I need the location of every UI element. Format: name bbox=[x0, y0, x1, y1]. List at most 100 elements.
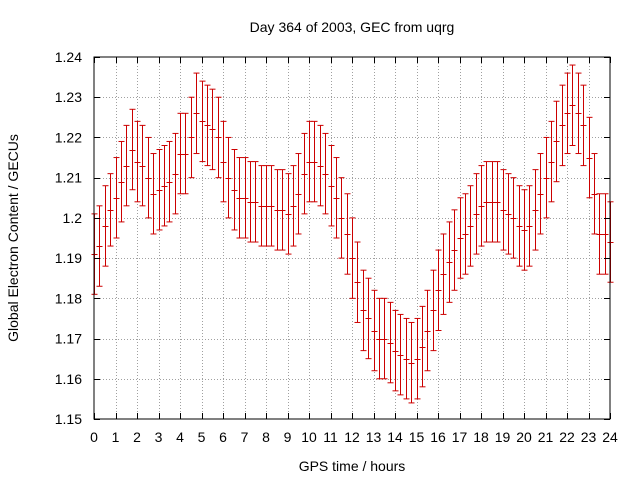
x-tick-label: 19 bbox=[495, 429, 511, 445]
error-bar bbox=[156, 149, 163, 231]
x-tick-label: 1 bbox=[112, 429, 120, 445]
error-bar bbox=[311, 120, 318, 203]
y-axis-label: Global Electron Content / GECUs bbox=[5, 134, 21, 342]
error-bar bbox=[473, 173, 480, 255]
y-tick-label: 1.16 bbox=[55, 371, 82, 387]
axis-ticks bbox=[94, 57, 611, 420]
error-bar bbox=[510, 177, 517, 259]
error-bar bbox=[317, 124, 324, 207]
error-bar bbox=[381, 297, 388, 380]
x-tick-label: 16 bbox=[430, 429, 446, 445]
x-tick-label: 15 bbox=[409, 429, 425, 445]
error-bar bbox=[258, 165, 265, 247]
x-tick-label: 21 bbox=[538, 429, 554, 445]
y-tick-label: 1.21 bbox=[55, 170, 82, 186]
error-bar bbox=[387, 301, 394, 384]
error-bar bbox=[483, 161, 490, 243]
error-bar bbox=[602, 193, 609, 275]
y-tick-label: 1.22 bbox=[55, 129, 82, 145]
y-tick-label: 1.15 bbox=[55, 411, 82, 427]
error-bar bbox=[285, 173, 292, 255]
error-bar bbox=[344, 193, 351, 275]
error-bar bbox=[102, 185, 109, 267]
error-bar bbox=[145, 136, 152, 219]
error-bar bbox=[161, 144, 168, 227]
error-bar bbox=[118, 140, 125, 223]
error-bar bbox=[440, 233, 447, 315]
error-bar bbox=[435, 249, 442, 332]
y-tick-label: 1.17 bbox=[55, 331, 82, 347]
error-bar bbox=[397, 313, 404, 396]
error-bar bbox=[209, 88, 216, 171]
error-bar bbox=[134, 120, 141, 203]
error-bar bbox=[446, 221, 453, 303]
error-bar bbox=[376, 297, 383, 380]
error-bar bbox=[242, 157, 249, 239]
x-tick-label: 22 bbox=[559, 429, 575, 445]
x-tick-label: 18 bbox=[473, 429, 489, 445]
chart-title: Day 364 of 2003, GEC from uqrg bbox=[250, 19, 455, 35]
error-bar bbox=[467, 185, 474, 267]
error-bar bbox=[553, 100, 560, 183]
error-bars bbox=[91, 64, 614, 404]
error-bar bbox=[129, 108, 136, 191]
error-bar bbox=[489, 161, 496, 243]
x-tick-label: 12 bbox=[344, 429, 360, 445]
x-tick-label: 10 bbox=[301, 429, 317, 445]
error-bar bbox=[231, 149, 238, 231]
y-tick-label: 1.18 bbox=[55, 290, 82, 306]
error-bar bbox=[193, 72, 200, 155]
error-bar bbox=[430, 269, 437, 352]
error-bar bbox=[225, 136, 232, 219]
x-tick-label: 6 bbox=[219, 429, 227, 445]
x-tick-label: 24 bbox=[602, 429, 618, 445]
error-bar bbox=[419, 305, 426, 388]
error-bar bbox=[349, 217, 356, 299]
error-bar bbox=[559, 84, 566, 167]
error-bar bbox=[215, 96, 222, 179]
error-bar bbox=[516, 185, 523, 267]
y-tick-label: 1.2 bbox=[63, 210, 83, 226]
error-bar bbox=[505, 173, 512, 255]
error-bar bbox=[252, 161, 259, 243]
x-tick-label: 17 bbox=[452, 429, 468, 445]
x-tick-label: 23 bbox=[581, 429, 597, 445]
x-tick-label: 11 bbox=[323, 429, 338, 445]
error-bar bbox=[268, 165, 275, 247]
error-bar bbox=[166, 140, 173, 223]
error-bar bbox=[96, 205, 103, 287]
x-tick-label: 20 bbox=[516, 429, 532, 445]
x-tick-label: 0 bbox=[90, 429, 98, 445]
error-bar bbox=[274, 169, 281, 251]
error-bar bbox=[295, 153, 302, 235]
error-bar bbox=[580, 84, 587, 167]
error-bar bbox=[408, 321, 415, 404]
error-bar bbox=[354, 241, 361, 323]
error-bar bbox=[236, 157, 243, 239]
error-bar bbox=[177, 112, 184, 195]
error-bar bbox=[569, 64, 576, 146]
x-tick-label: 2 bbox=[133, 429, 141, 445]
x-tick-label: 4 bbox=[176, 429, 184, 445]
error-bar bbox=[172, 132, 179, 215]
x-axis-label: GPS time / hours bbox=[299, 458, 406, 474]
error-bar bbox=[537, 153, 544, 235]
error-bar bbox=[113, 157, 120, 239]
error-bar bbox=[392, 309, 399, 392]
error-bar bbox=[365, 277, 372, 360]
error-bar bbox=[457, 197, 464, 279]
error-bar bbox=[403, 317, 410, 400]
error-bar bbox=[462, 193, 469, 275]
y-tick-label: 1.24 bbox=[55, 49, 82, 65]
error-bar bbox=[333, 157, 340, 239]
error-bar bbox=[247, 161, 254, 243]
x-tick-label: 3 bbox=[155, 429, 163, 445]
x-tick-label: 14 bbox=[387, 429, 403, 445]
error-bar bbox=[328, 144, 335, 227]
error-bar bbox=[182, 112, 189, 195]
error-bar bbox=[548, 120, 555, 203]
error-bar bbox=[204, 84, 211, 167]
error-bar bbox=[123, 124, 130, 207]
error-bar bbox=[188, 96, 195, 179]
